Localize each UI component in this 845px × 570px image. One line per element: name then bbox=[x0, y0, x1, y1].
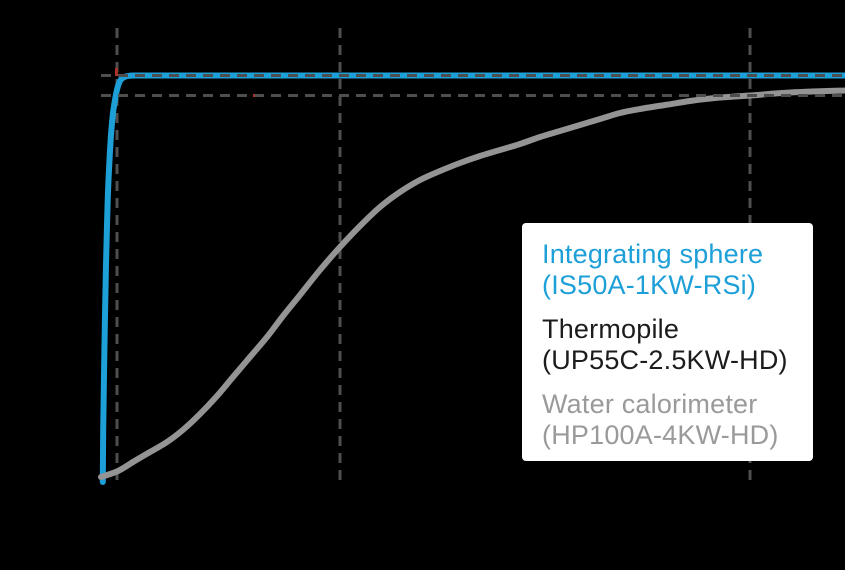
series-curve-3 bbox=[98, 87, 845, 480]
red-dot bbox=[253, 94, 255, 97]
legend-series-model: (UP55C-2.5KW-HD) bbox=[542, 345, 788, 375]
legend-series-model: (IS50A-1KW-RSi) bbox=[542, 270, 757, 300]
legend-series-name: Thermopile bbox=[542, 314, 680, 344]
legend-series-name: Water calorimeter bbox=[542, 389, 758, 419]
legend-entry-2: Thermopile (UP55C-2.5KW-HD) bbox=[542, 314, 805, 376]
legend: Integrating sphere (IS50A-1KW-RSi) Thermop… bbox=[522, 223, 813, 461]
series-curve-1 bbox=[99, 72, 845, 485]
legend-entry-3: Water calorimeter (HP100A-4KW-HD) bbox=[542, 389, 805, 451]
legend-entry-1: Integrating sphere (IS50A-1KW-RSi) bbox=[542, 239, 805, 301]
red-mark bbox=[115, 68, 118, 76]
legend-series-name: Integrating sphere bbox=[542, 239, 764, 269]
legend-series-model: (HP100A-4KW-HD) bbox=[542, 420, 779, 450]
